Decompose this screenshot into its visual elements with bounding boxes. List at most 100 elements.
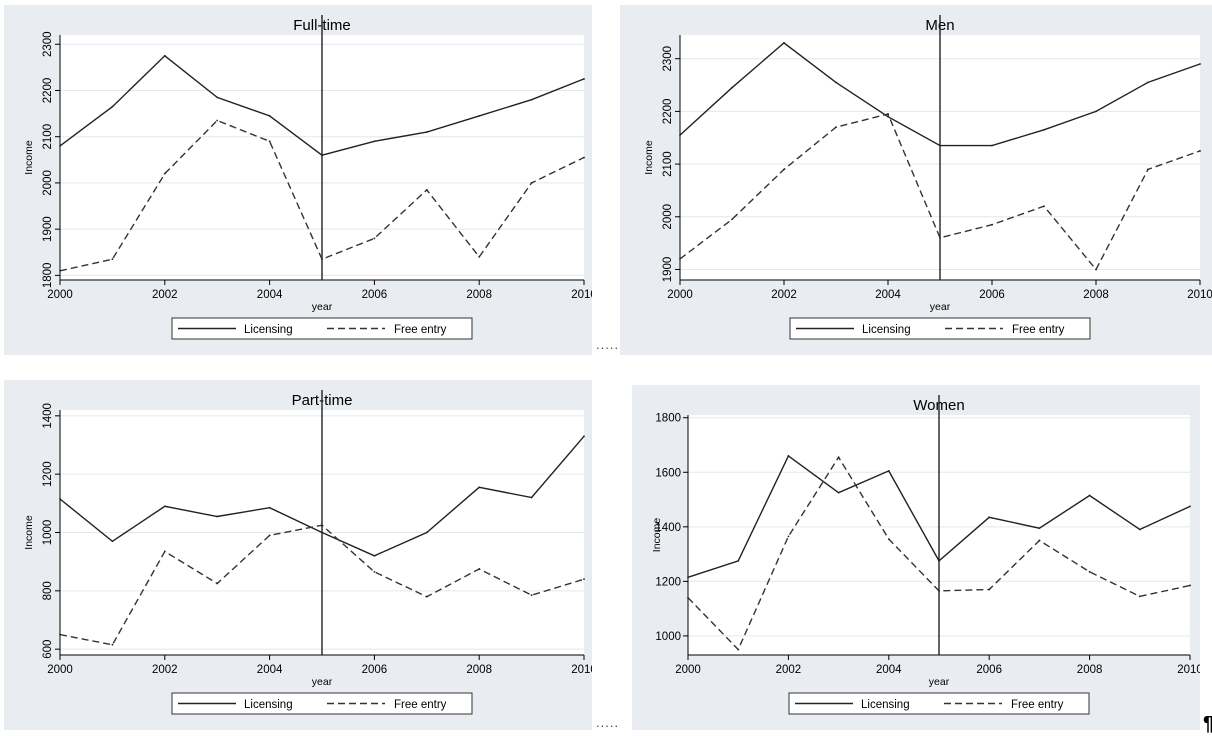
separator-dots-top: ..... <box>596 337 620 352</box>
data-point <box>1043 205 1045 208</box>
data-point <box>1088 570 1091 573</box>
data-point <box>988 588 991 591</box>
data-point <box>373 570 376 573</box>
data-point <box>991 223 993 226</box>
y-tick-label: 1000 <box>42 520 54 546</box>
y-tick-label: 800 <box>42 581 54 600</box>
data-point <box>373 140 376 143</box>
data-point <box>1038 527 1041 530</box>
y-tick-label: 1000 <box>655 631 681 643</box>
separator-dots-bottom: ..... <box>596 715 620 730</box>
data-point <box>111 643 114 646</box>
y-tick-label: 2200 <box>662 99 674 125</box>
legend-label-licensing: Licensing <box>862 324 911 336</box>
data-point <box>321 524 323 527</box>
data-point <box>425 188 428 191</box>
x-tick-label: 2002 <box>771 289 797 301</box>
legend-box <box>788 692 1090 715</box>
y-tick-label: 1900 <box>662 257 674 283</box>
data-point <box>787 535 790 538</box>
data-point <box>1095 110 1097 113</box>
data-point <box>111 540 114 543</box>
x-tick-label: 2002 <box>152 289 178 301</box>
y-tick-label: 2100 <box>662 151 674 177</box>
x-tick-label: 2008 <box>1077 664 1103 676</box>
data-point <box>737 648 740 651</box>
legend: Licensing Free entry <box>171 317 473 340</box>
data-point <box>321 258 323 261</box>
data-point <box>687 596 689 599</box>
chart-full-time: Full-time180019002000210022002300Income2… <box>23 15 592 340</box>
x-tick-label: 2004 <box>257 664 283 676</box>
data-point <box>268 506 271 509</box>
data-point <box>163 172 166 175</box>
y-axis-label: Income <box>643 140 655 175</box>
x-tick-label: 2000 <box>675 664 701 676</box>
x-tick-label: 2000 <box>667 289 693 301</box>
legend-label-free-entry: Free entry <box>394 324 447 336</box>
data-point <box>1038 539 1041 542</box>
data-point <box>425 595 428 598</box>
legend: Licensing Free entry <box>788 692 1090 715</box>
data-point <box>731 86 733 89</box>
y-tick-label: 2000 <box>42 170 54 196</box>
x-tick-label: 2000 <box>47 289 73 301</box>
data-point <box>887 470 890 472</box>
y-tick-label: 1800 <box>42 263 54 289</box>
x-tick-label: 2008 <box>466 664 492 676</box>
data-point <box>835 126 837 129</box>
data-point <box>887 538 890 540</box>
data-point <box>1138 528 1141 531</box>
data-point <box>583 78 585 80</box>
data-point <box>216 582 219 585</box>
y-tick-label: 2300 <box>662 46 674 72</box>
data-point <box>163 550 166 553</box>
y-tick-label: 600 <box>42 640 54 659</box>
x-tick-label: 2006 <box>362 664 388 676</box>
legend-label-licensing: Licensing <box>244 324 293 336</box>
legend-box <box>789 317 1091 340</box>
data-point <box>530 98 533 101</box>
data-point <box>737 560 740 562</box>
y-tick-label: 2100 <box>42 124 54 150</box>
data-point <box>59 633 61 636</box>
data-point <box>1189 584 1191 587</box>
data-point <box>268 114 271 117</box>
data-point <box>478 568 481 570</box>
data-point <box>988 516 991 519</box>
x-tick-label: 2004 <box>257 289 283 301</box>
x-tick-label: 2010 <box>571 289 592 301</box>
data-point <box>373 554 376 557</box>
data-point <box>373 237 376 240</box>
y-axis-label: Income <box>23 515 35 550</box>
data-point <box>835 81 837 84</box>
x-tick-label: 2006 <box>979 289 1005 301</box>
data-point <box>991 144 993 147</box>
legend-label-licensing: Licensing <box>861 699 910 711</box>
x-tick-label: 2006 <box>976 664 1002 676</box>
data-point <box>583 435 585 438</box>
y-tick-label: 1200 <box>655 576 681 588</box>
legend: Licensing Free entry <box>171 692 473 715</box>
data-point <box>837 456 840 459</box>
data-point <box>59 145 61 147</box>
y-tick-label: 2300 <box>42 31 54 57</box>
data-point <box>321 154 323 157</box>
data-point <box>1189 505 1191 508</box>
data-point <box>687 576 689 579</box>
x-tick-label: 2010 <box>571 664 592 676</box>
x-tick-label: 2008 <box>1083 289 1109 301</box>
x-axis-label: year <box>930 301 951 313</box>
x-tick-label: 2008 <box>466 289 492 301</box>
x-tick-label: 2006 <box>362 289 388 301</box>
data-point <box>938 590 940 592</box>
data-point <box>425 531 428 534</box>
y-axis-label: Income <box>651 518 663 553</box>
data-point <box>216 515 219 518</box>
x-tick-label: 2004 <box>875 289 901 301</box>
data-point <box>268 140 271 143</box>
data-point <box>1147 81 1149 84</box>
